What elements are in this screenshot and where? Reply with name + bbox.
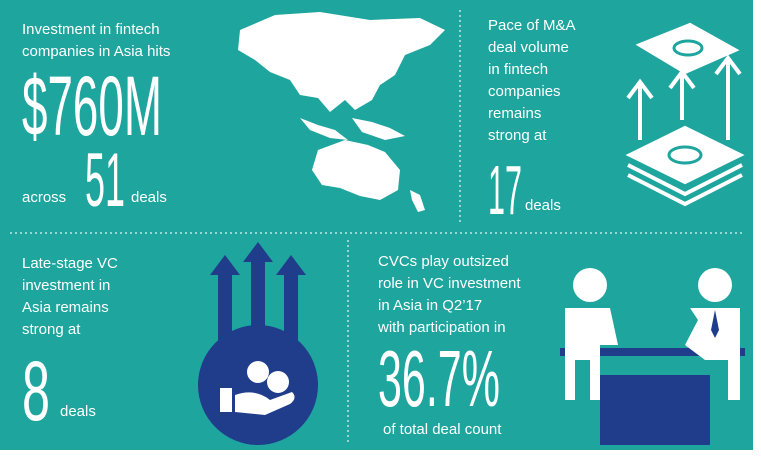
figure-suffix: deals — [131, 189, 167, 206]
figure-prefix: across — [22, 189, 66, 206]
deal-count: 17 — [488, 151, 522, 229]
panel-text: strong at — [22, 321, 81, 338]
asia-map-icon — [238, 12, 445, 212]
growth-icon — [198, 242, 318, 445]
panel-text: CVCs play outsized — [378, 253, 509, 270]
panel-text: with participation in — [377, 319, 506, 336]
panel-text: role in VC investment — [378, 275, 521, 292]
panel-text: investment in — [22, 277, 110, 294]
big-figure: $760M — [22, 59, 162, 153]
panel-text: Late-stage VC — [22, 255, 118, 272]
panel-text: in fintech — [488, 61, 548, 78]
dividers — [10, 10, 745, 445]
figure-suffix: deals — [525, 197, 561, 214]
figure-suffix: deals — [60, 403, 96, 420]
panel-text: Asia remains — [22, 299, 109, 316]
big-figure: 36.7% — [378, 334, 500, 423]
panel-text: companies — [488, 83, 561, 100]
panel-text: strong at — [488, 127, 547, 144]
panel-text: deal volume — [488, 39, 569, 56]
meeting-icon — [560, 268, 745, 445]
panel-text: remains — [488, 105, 541, 122]
panel-text: in Asia in Q2’17 — [378, 297, 482, 314]
panel-text: Investment in fintech — [22, 21, 160, 38]
deal-count: 8 — [22, 344, 50, 438]
deal-count: 51 — [85, 138, 125, 223]
panel-text: companies in Asia hits — [22, 43, 170, 60]
panel-text: Pace of M&A — [488, 17, 576, 34]
money-icon — [625, 22, 745, 207]
figure-suffix: of total deal count — [383, 421, 502, 438]
